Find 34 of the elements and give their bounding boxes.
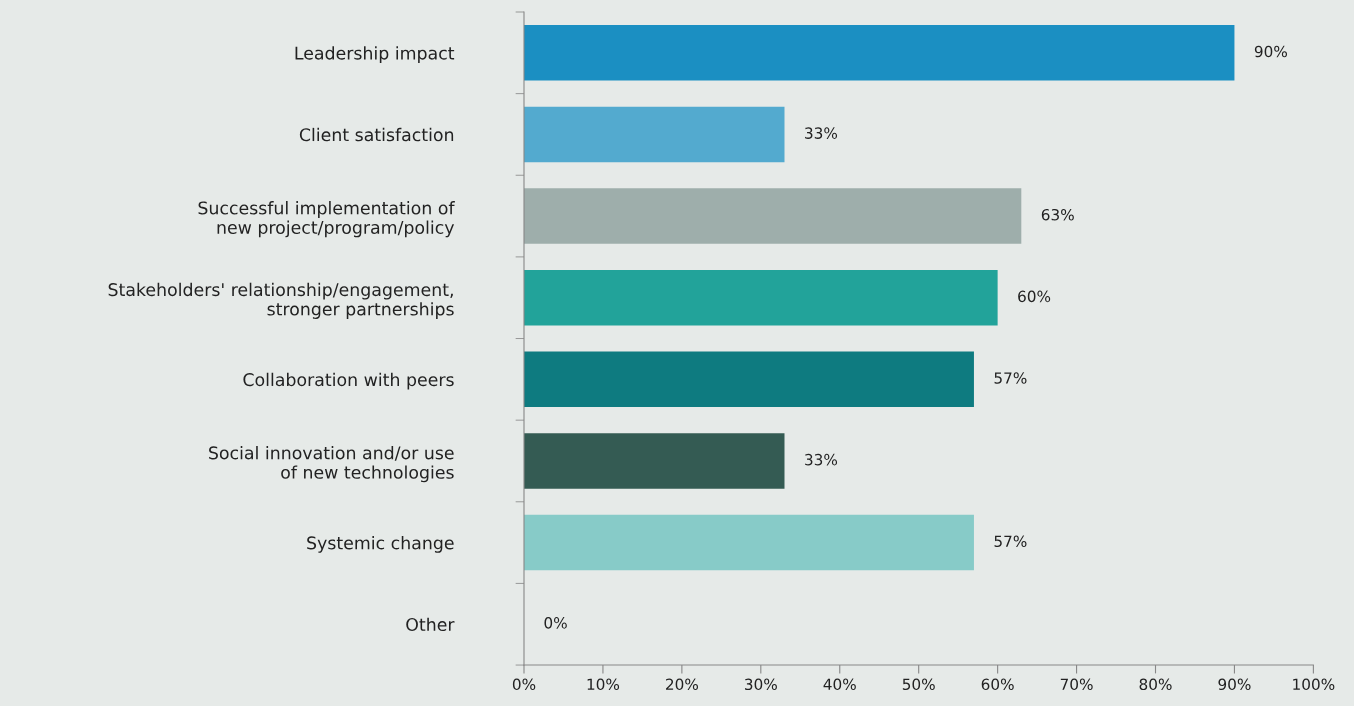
y-tick-label: Collaboration with peers	[243, 372, 454, 390]
bar	[524, 106, 785, 163]
x-tick-label: 80%	[1139, 678, 1172, 691]
data-label: 63%	[1041, 208, 1074, 221]
y-tick-label: Leadership impact	[295, 46, 455, 64]
x-tick-label: 100%	[1293, 678, 1335, 691]
x-tick-label: 0%	[512, 678, 536, 691]
data-label: 90%	[1254, 45, 1287, 58]
x-tick-label: 40%	[823, 678, 856, 691]
x-tick-label: 90%	[1218, 678, 1251, 691]
bar	[524, 433, 785, 489]
x-tick-label: 50%	[902, 678, 935, 691]
data-label: 60%	[1018, 290, 1051, 303]
y-tick-label: Client satisfaction	[299, 127, 454, 142]
x-tick-label: 20%	[666, 678, 699, 691]
y-tick-label: Stakeholders' relationship/engagement, stronger partnerships	[108, 282, 454, 319]
x-tick-label: 10%	[587, 678, 620, 691]
x-tick-label: 30%	[745, 678, 777, 691]
x-tick-label: 70%	[1060, 678, 1093, 691]
y-tick-label: Systemic change	[307, 536, 454, 553]
data-label: 0%	[544, 617, 567, 629]
bar	[524, 188, 1022, 244]
data-label: 33%	[805, 453, 838, 466]
data-label: 57%	[994, 535, 1027, 548]
bar	[524, 514, 974, 571]
y-tick-label: Successful implementation of new project/program/policy	[198, 201, 455, 238]
bar	[524, 269, 998, 326]
y-tick-label: Other	[406, 617, 455, 632]
data-label: 33%	[805, 127, 838, 139]
bar	[524, 25, 1235, 81]
x-tick-label: 60%	[981, 678, 1014, 691]
bar	[524, 351, 974, 408]
data-label: 57%	[994, 372, 1027, 384]
y-tick-label: Social innovation and/or use of new technologies	[209, 445, 454, 483]
